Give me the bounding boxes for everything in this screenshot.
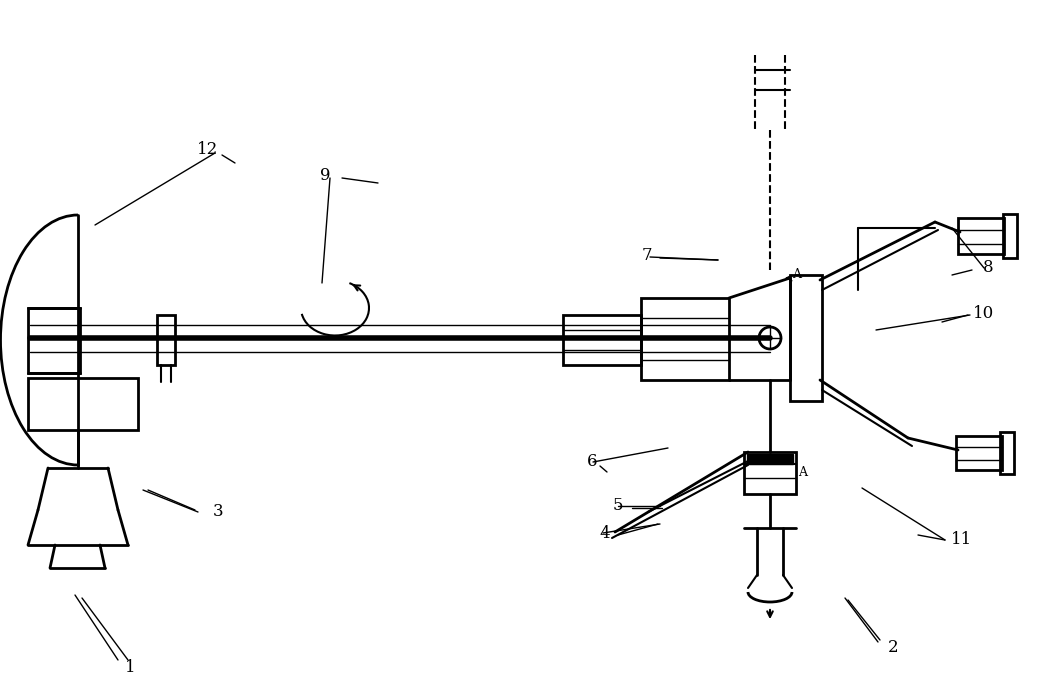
- Bar: [1003, 214, 1017, 258]
- Bar: [958, 218, 1004, 254]
- Bar: [956, 436, 1002, 470]
- Text: 9: 9: [320, 167, 331, 185]
- Bar: [640, 298, 729, 380]
- Bar: [744, 452, 796, 494]
- Text: 7: 7: [642, 246, 652, 263]
- Text: 12: 12: [197, 141, 218, 158]
- Bar: [747, 454, 793, 464]
- Text: A: A: [792, 269, 801, 281]
- Text: 6: 6: [587, 454, 597, 470]
- Bar: [28, 378, 138, 430]
- Bar: [1000, 432, 1014, 474]
- Text: A: A: [798, 466, 807, 479]
- Bar: [28, 308, 80, 373]
- Bar: [158, 315, 175, 365]
- Text: 11: 11: [951, 531, 972, 549]
- Bar: [563, 315, 640, 365]
- Bar: [790, 275, 822, 401]
- Text: 5: 5: [613, 498, 624, 514]
- Text: 10: 10: [973, 304, 994, 321]
- Text: 1: 1: [125, 659, 135, 676]
- Text: 4: 4: [600, 524, 610, 542]
- Text: 8: 8: [983, 260, 993, 276]
- Text: 3: 3: [213, 503, 224, 521]
- Text: 2: 2: [887, 640, 899, 657]
